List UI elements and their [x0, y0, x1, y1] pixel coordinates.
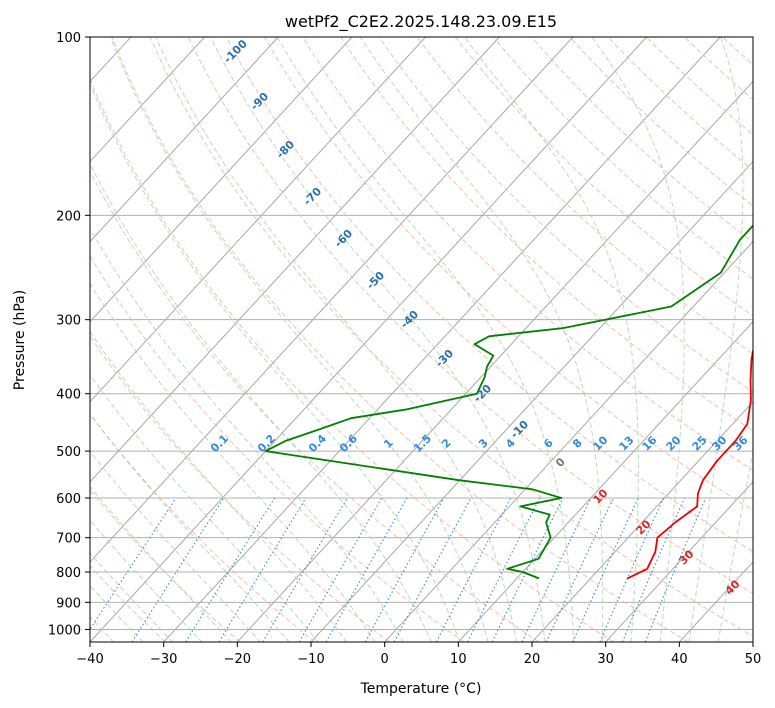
x-tick-label: 50	[745, 652, 762, 667]
x-tick-label: −40	[76, 652, 103, 667]
mixing-ratio-line	[545, 497, 614, 642]
moist-adiabat-line	[276, 37, 575, 642]
x-tick-label: −20	[224, 652, 251, 667]
mixing-ratio-line	[599, 497, 664, 642]
isotherm-line	[90, 37, 353, 323]
chart-title: wetPf2_C2E2.2025.148.23.09.E15	[285, 12, 557, 32]
isotherm-line	[310, 160, 753, 642]
y-tick-label: 300	[56, 314, 81, 329]
temperature-profile-line	[627, 346, 753, 580]
dry-adiabat-line	[90, 170, 540, 642]
mixing-ratio-line	[644, 497, 707, 642]
moist-adiabat-line	[90, 227, 404, 642]
dry-adiabat-line	[264, 37, 753, 512]
isotherm-line	[163, 37, 721, 642]
isotherm-line	[605, 481, 753, 642]
isotherm-line	[90, 37, 426, 403]
isotherm-lines	[90, 37, 753, 642]
x-tick-label: 20	[524, 652, 541, 667]
mixing-ratio-lines	[90, 497, 707, 642]
moist-adiabat-line	[90, 162, 432, 642]
isotherm-line	[384, 240, 753, 642]
profile-series	[264, 224, 753, 580]
y-tick-label: 100	[56, 31, 81, 46]
x-tick-label: 0	[381, 652, 389, 667]
mixing-ratio-line	[572, 497, 639, 642]
pressure-gridlines	[90, 37, 753, 630]
moist-adiabat-line	[90, 82, 461, 642]
mixing-ratio-line	[435, 497, 512, 642]
dry-adiabat-line	[90, 78, 614, 642]
dry-adiabat-line	[187, 37, 753, 595]
mixing-ratio-line	[185, 497, 276, 642]
y-tick-label: 800	[56, 566, 81, 581]
isotherm-line	[90, 37, 647, 642]
mixing-ratio-line	[467, 497, 541, 642]
dry-adiabat-line	[149, 37, 753, 637]
mixing-ratio-line	[364, 497, 445, 642]
moist-adiabat-line	[90, 330, 347, 642]
moist-adiabat-line	[90, 485, 232, 642]
y-tick-label: 1000	[48, 623, 81, 638]
dry-adiabat-lines	[90, 37, 753, 642]
isotherm-line	[90, 37, 500, 483]
dry-adiabat-line	[225, 37, 753, 553]
isotherm-line	[236, 80, 753, 642]
dry-adiabat-line	[90, 413, 316, 642]
x-axis: −40 −30 −20 −10 0 10 20 30 40 50	[76, 642, 761, 667]
moist-adiabat-line	[90, 450, 261, 642]
mixing-ratio-line	[521, 497, 592, 642]
isotherm-line	[90, 37, 205, 163]
moist-adiabat-line	[359, 37, 604, 642]
isotherm-line	[90, 37, 574, 563]
dewpoint-profile-line	[264, 224, 753, 580]
y-tick-label: 600	[56, 492, 81, 507]
dry-adiabat-line	[111, 37, 689, 642]
mixing-ratio-line	[218, 497, 307, 642]
x-tick-label: −10	[297, 652, 324, 667]
y-tick-label: 900	[56, 596, 81, 611]
dry-adiabat-line	[90, 335, 390, 642]
dry-adiabat-line	[90, 254, 465, 642]
moist-adiabat-line	[464, 37, 639, 642]
moist-adiabat-line	[110, 37, 489, 642]
moist-adiabat-line	[90, 282, 376, 642]
plot-frame	[89, 36, 754, 643]
x-tick-label: 40	[671, 652, 688, 667]
x-tick-label: 30	[597, 652, 614, 667]
isotherm-line	[531, 401, 753, 642]
moist-adiabat-line	[90, 584, 144, 642]
y-axis-title: Pressure (hPa)	[12, 290, 28, 390]
moist-adiabat-line	[155, 37, 517, 642]
dry-adiabat-line	[302, 37, 753, 471]
moist-adiabat-line	[688, 37, 744, 642]
dry-adiabat-line	[378, 37, 753, 393]
moist-adiabat-lines	[90, 37, 753, 642]
y-tick-label: 200	[56, 209, 81, 224]
moist-adiabat-line	[591, 37, 685, 642]
moist-adiabat-line	[90, 373, 319, 642]
y-axis: 100 200 300 400 500 600 700 800 900 1000	[48, 31, 90, 638]
moist-adiabat-line	[90, 552, 174, 642]
x-axis-title: Temperature (°C)	[360, 681, 482, 697]
y-tick-label: 500	[56, 445, 81, 460]
isotherm-line	[457, 320, 753, 642]
y-tick-label: 400	[56, 388, 81, 403]
mixing-ratio-line	[491, 497, 564, 642]
x-tick-label: −30	[150, 652, 177, 667]
moist-adiabat-line	[717, 449, 753, 642]
x-tick-label: 10	[450, 652, 467, 667]
isotherm-line	[90, 37, 279, 243]
mixing-ratio-line	[393, 497, 472, 642]
moist-adiabat-line	[90, 519, 203, 642]
mixing-ratio-line	[621, 497, 685, 642]
y-tick-label: 700	[56, 532, 81, 547]
plot-area	[90, 37, 753, 642]
moist-adiabat-line	[90, 413, 290, 642]
dry-adiabat-line	[90, 565, 166, 642]
